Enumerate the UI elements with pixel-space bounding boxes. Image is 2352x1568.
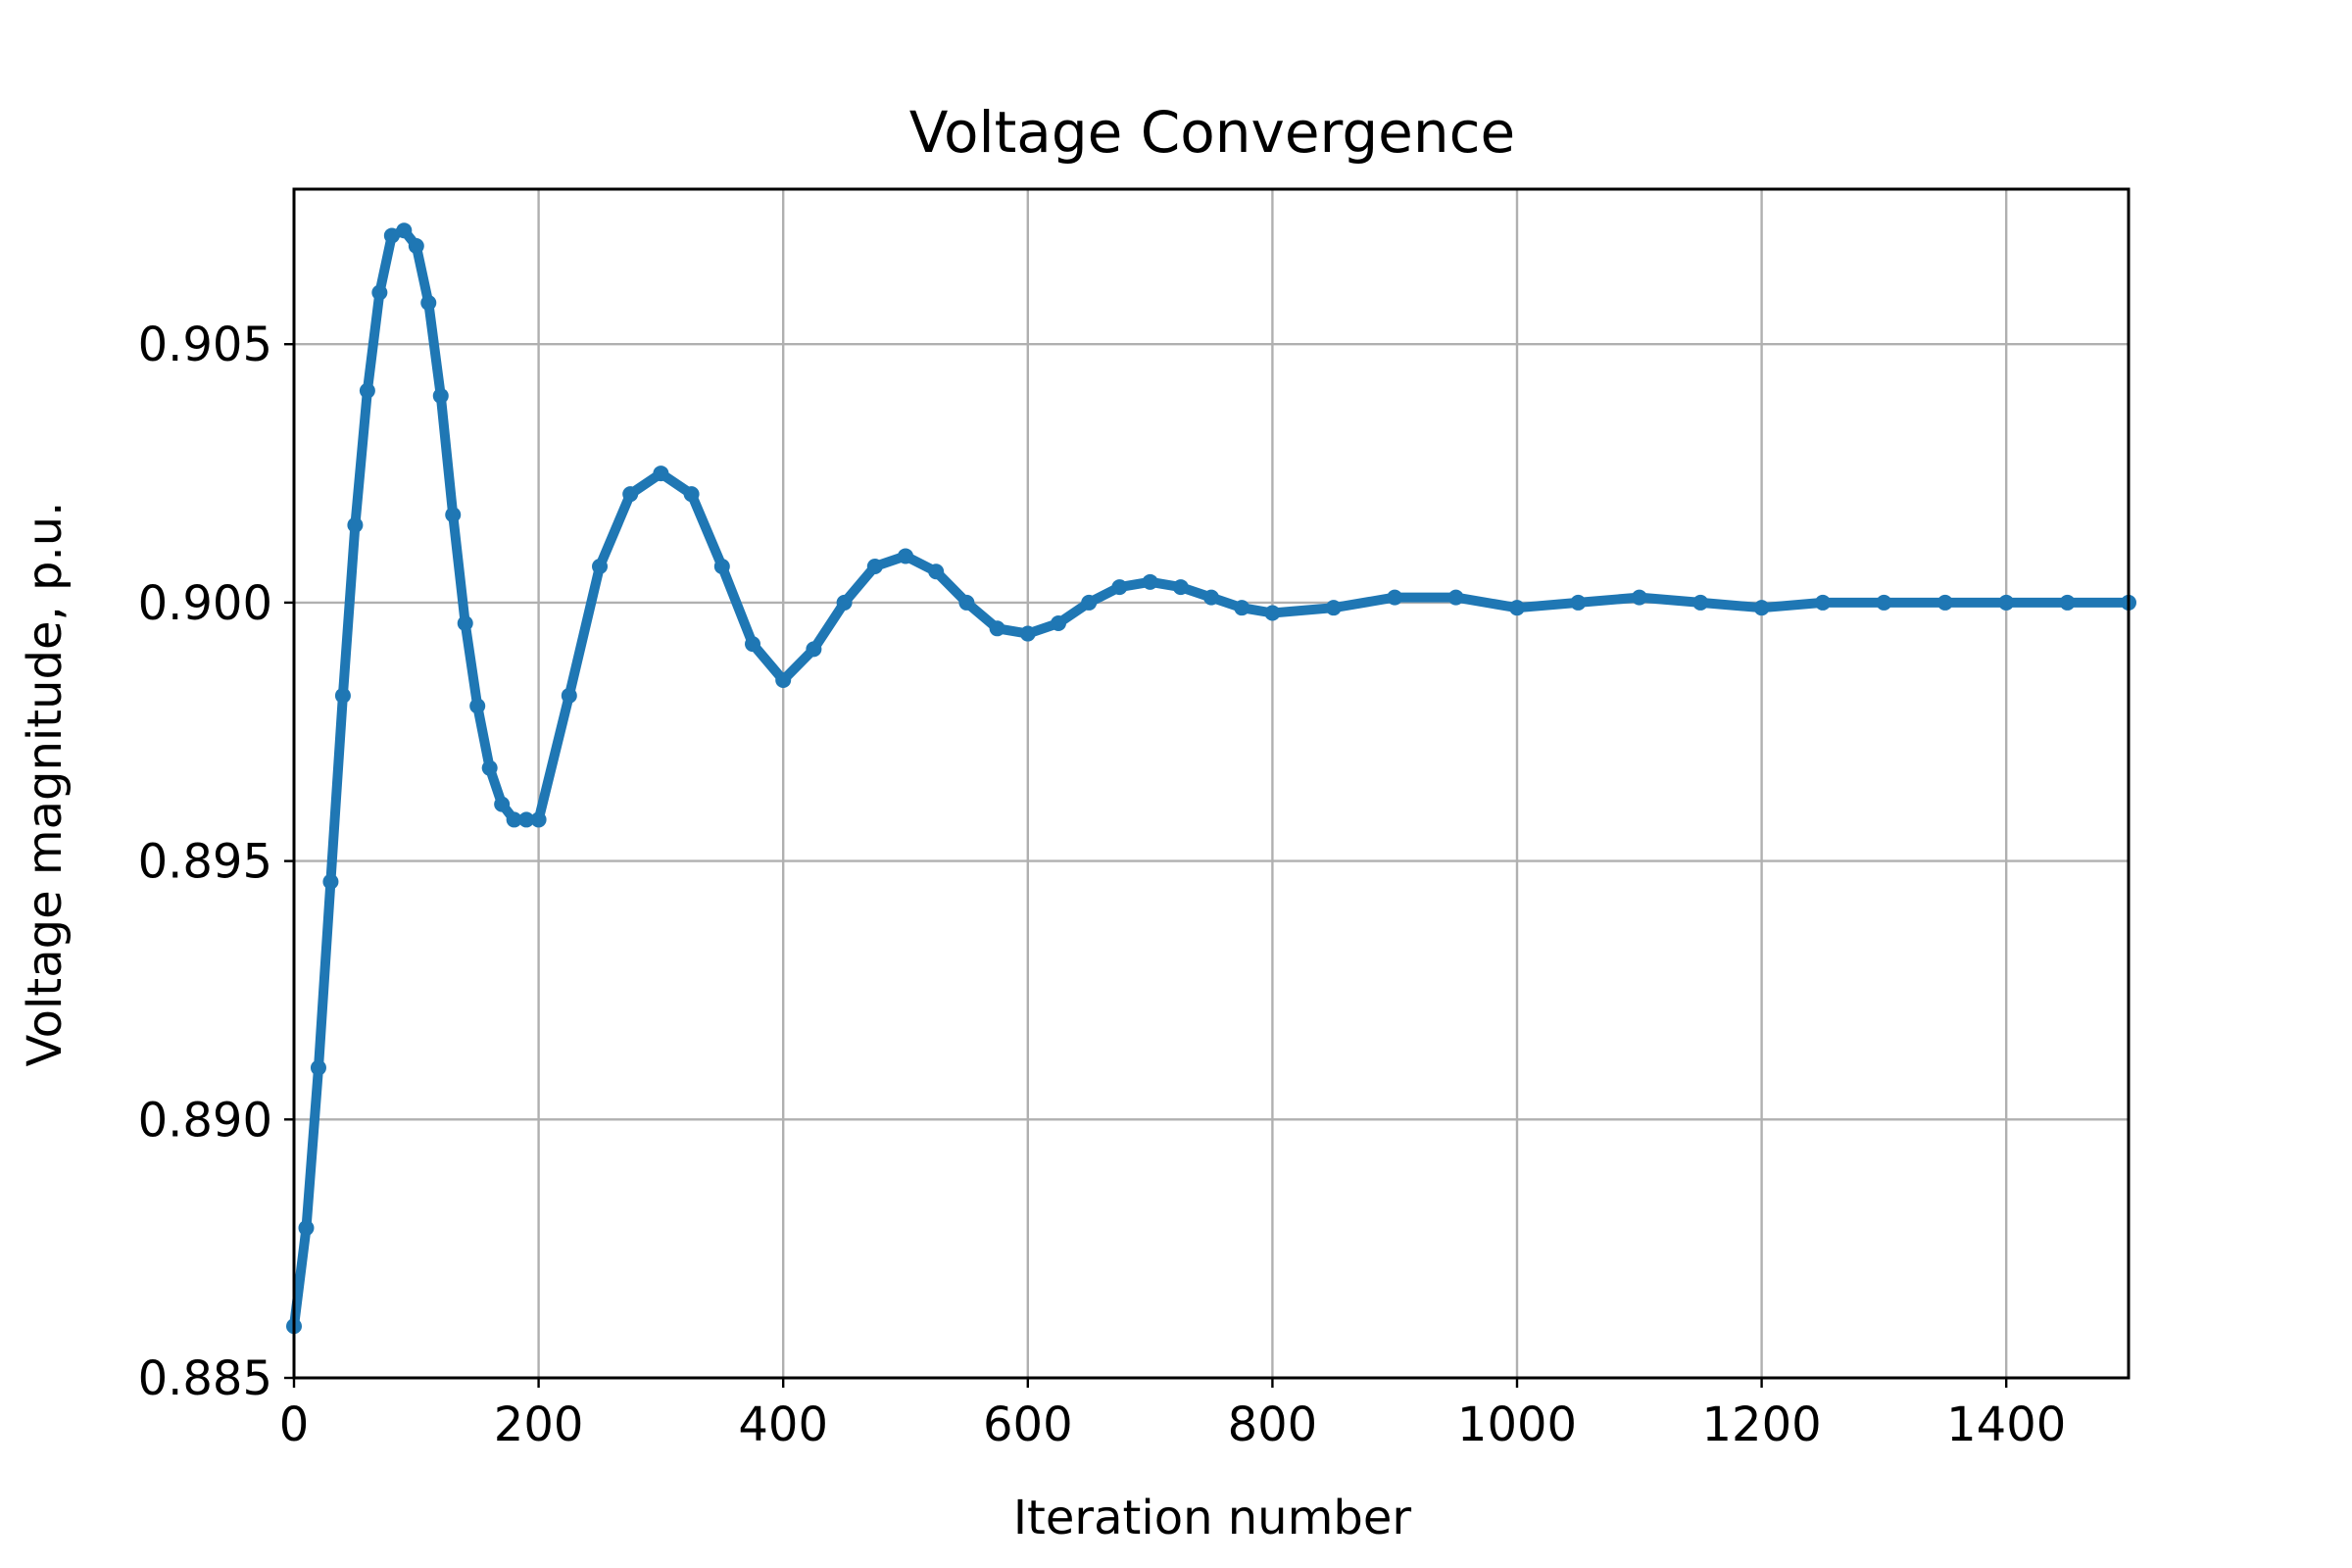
x-axis: 0 200 400 600 800 1000 1200 1400	[279, 1378, 2066, 1452]
x-tick-label: 1200	[1702, 1397, 1822, 1452]
y-tick-label: 0.895	[138, 835, 272, 890]
chart-title: Voltage Convergence	[909, 99, 1515, 166]
x-tick-label: 400	[738, 1397, 828, 1452]
x-axis-label: Iteration number	[1013, 1491, 1411, 1545]
y-tick-label: 0.900	[138, 576, 272, 631]
data-markers	[286, 222, 2136, 1335]
plot-frame	[292, 187, 2131, 1380]
y-tick-label: 0.905	[138, 318, 272, 372]
y-axis-label: Voltage magnitude, p.u.	[18, 502, 73, 1067]
x-tick-label: 800	[1228, 1397, 1318, 1452]
x-tick-label: 200	[494, 1397, 584, 1452]
x-tick-label: 600	[983, 1397, 1073, 1452]
y-tick-label: 0.885	[138, 1351, 272, 1406]
series-line	[289, 225, 2133, 1332]
y-tick-label: 0.890	[138, 1093, 272, 1148]
x-tick-label: 1400	[1946, 1397, 2066, 1452]
x-tick-label: 0	[279, 1397, 310, 1452]
y-axis: 0.885 0.890 0.895 0.900 0.905	[138, 318, 294, 1406]
x-tick-label: 1000	[1457, 1397, 1577, 1452]
